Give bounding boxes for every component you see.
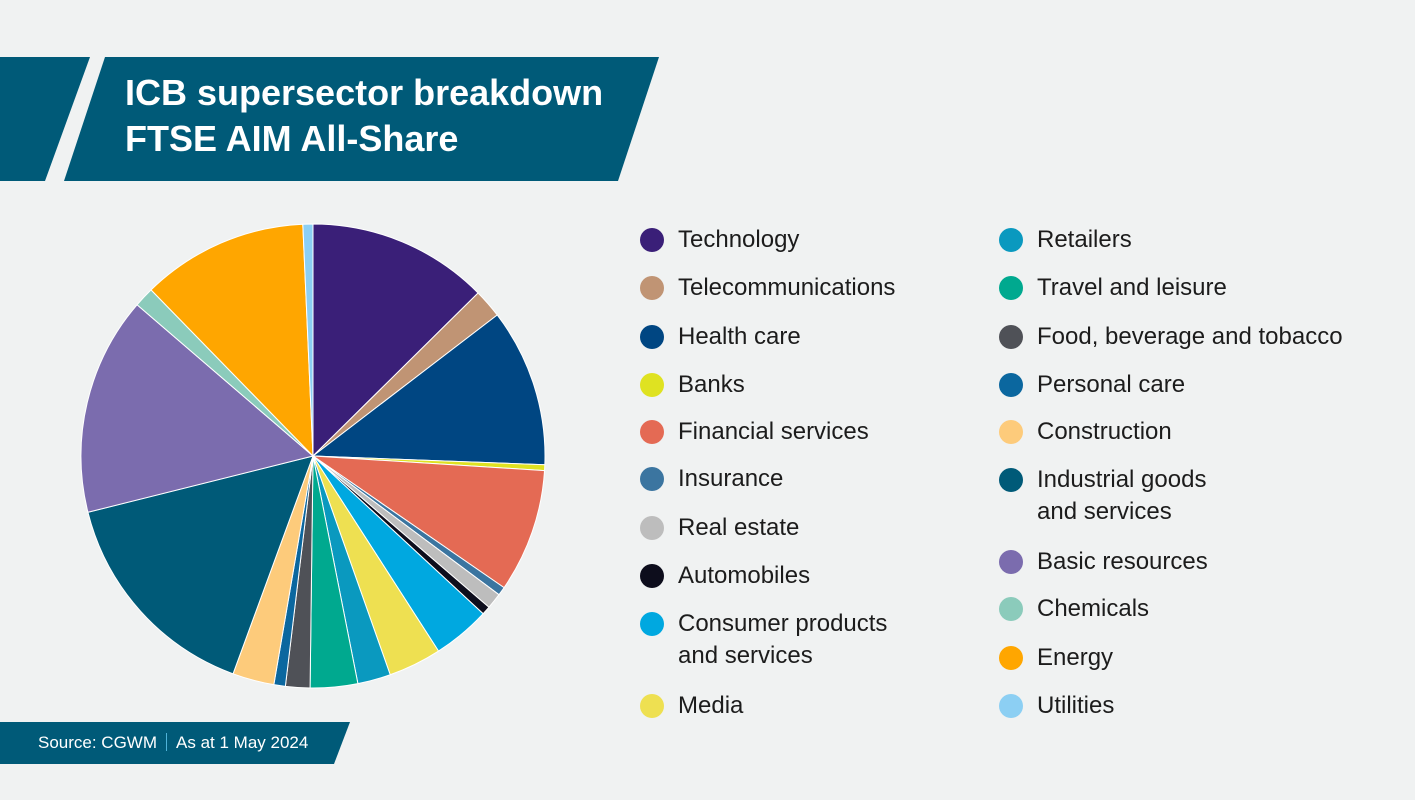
legend-swatch: [999, 228, 1023, 252]
legend-item-3: Banks: [640, 369, 745, 401]
legend-item-17: Chemicals: [999, 593, 1149, 625]
legend-swatch: [640, 373, 664, 397]
legend-swatch: [640, 694, 664, 718]
legend-item-8: Consumer products and services: [640, 608, 887, 672]
legend-swatch: [640, 564, 664, 588]
date-label: As at 1 May 2024: [176, 733, 309, 752]
legend-swatch: [640, 467, 664, 491]
legend-label: Retailers: [1037, 226, 1132, 253]
legend-swatch: [640, 325, 664, 349]
legend-label: Energy: [1037, 644, 1114, 671]
legend-label: Basic resources: [1037, 548, 1208, 575]
footer: Source: CGWM As at 1 May 2024: [38, 732, 308, 754]
legend-label: Consumer products and services: [678, 610, 888, 669]
legend-swatch: [999, 468, 1023, 492]
legend-item-18: Energy: [999, 642, 1113, 674]
legend-label: Technology: [678, 226, 800, 253]
pie-slice-4: [312, 455, 546, 589]
legend-swatch: [640, 228, 664, 252]
pie-slice-18: [150, 223, 314, 457]
legend-label: Insurance: [678, 465, 784, 492]
legend-item-11: Travel and leisure: [999, 272, 1227, 304]
legend-label: Food, beverage and tobacco: [1037, 323, 1343, 350]
legend-label: Industrial goods and services: [1037, 466, 1207, 525]
legend-label: Financial services: [678, 418, 869, 445]
legend-swatch: [999, 694, 1023, 718]
legend-label: Automobiles: [678, 562, 811, 589]
title-banner: [64, 57, 659, 181]
pie-slice-19: [302, 223, 314, 457]
legend-swatch: [640, 516, 664, 540]
title-line-2: FTSE AIM All-Share: [125, 118, 459, 159]
legend-label: Utilities: [1037, 692, 1115, 719]
pie-slice-0: [312, 223, 479, 457]
legend-item-16: Basic resources: [999, 546, 1208, 578]
legend-item-7: Automobiles: [640, 560, 810, 592]
legend-item-6: Real estate: [640, 512, 799, 544]
legend-swatch: [999, 325, 1023, 349]
legend-swatch: [640, 612, 664, 636]
legend-item-4: Financial services: [640, 416, 869, 448]
legend-item-0: Technology: [640, 224, 799, 256]
legend-item-13: Personal care: [999, 369, 1185, 401]
legend-swatch: [999, 597, 1023, 621]
legend-swatch: [999, 646, 1023, 670]
chart-title: ICB supersector breakdown FTSE AIM All-S…: [125, 70, 603, 162]
legend-swatch: [999, 420, 1023, 444]
legend-item-15: Industrial goods and services: [999, 464, 1206, 528]
legend-swatch: [999, 550, 1023, 574]
legend-label: Personal care: [1037, 371, 1186, 398]
legend-label: Banks: [678, 371, 745, 398]
legend-item-1: Telecommunications: [640, 272, 895, 304]
legend-swatch: [640, 276, 664, 300]
legend-swatch: [999, 373, 1023, 397]
legend-label: Construction: [1037, 418, 1172, 445]
legend-label: Media: [678, 692, 744, 719]
legend-label: Health care: [678, 323, 801, 350]
legend-item-19: Utilities: [999, 690, 1114, 722]
pie-slice-16: [80, 304, 314, 513]
footer-separator: [166, 733, 168, 751]
legend-swatch: [640, 420, 664, 444]
legend-item-10: Retailers: [999, 224, 1132, 256]
legend-item-14: Construction: [999, 416, 1172, 448]
pie-chart: [80, 223, 546, 689]
legend-item-2: Health care: [640, 321, 801, 353]
pie-slice-15: [87, 455, 314, 675]
legend-label: Real estate: [678, 514, 800, 541]
legend-label: Chemicals: [1037, 595, 1150, 622]
legend-item-9: Media: [640, 690, 743, 722]
footer-banner: [0, 722, 350, 764]
legend-item-5: Insurance: [640, 463, 783, 495]
title-line-1: ICB supersector breakdown: [125, 72, 604, 113]
legend-swatch: [999, 276, 1023, 300]
legend-item-12: Food, beverage and tobacco: [999, 321, 1343, 353]
pie-slice-2: [312, 314, 546, 466]
legend-label: Travel and leisure: [1037, 274, 1227, 301]
legend-label: Telecommunications: [678, 274, 896, 301]
source-label: Source: CGWM: [38, 733, 158, 752]
